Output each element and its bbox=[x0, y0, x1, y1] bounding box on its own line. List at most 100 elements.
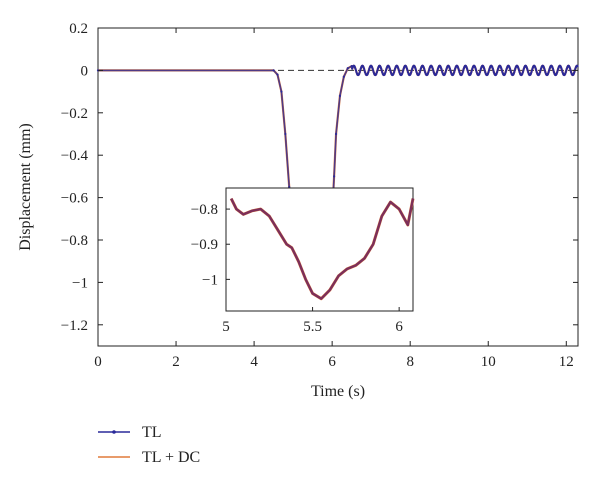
series-point-tl bbox=[530, 69, 534, 72]
series-point-tl bbox=[478, 71, 481, 74]
series-point-tl bbox=[500, 69, 503, 72]
series-point-tl bbox=[354, 67, 357, 70]
series-point-tl bbox=[367, 71, 370, 74]
series-point-tl bbox=[427, 71, 430, 74]
x-tick-label: 0 bbox=[94, 354, 102, 370]
series-point-tl bbox=[517, 67, 520, 70]
series-point-tl bbox=[284, 132, 287, 136]
y-tick-label: −0.6 bbox=[61, 191, 89, 207]
inset-x-tick-label: 6 bbox=[395, 319, 403, 335]
series-point-tl bbox=[371, 67, 374, 70]
y-tick-label: −0.2 bbox=[61, 106, 88, 122]
series-point-tl bbox=[564, 71, 567, 74]
series-point-tl bbox=[465, 67, 469, 70]
series-point-tl bbox=[444, 71, 447, 74]
x-axis-title: Time (s) bbox=[311, 383, 365, 400]
series-point-tl bbox=[440, 67, 443, 70]
series-point-tl bbox=[539, 69, 542, 72]
series-point-tl bbox=[474, 67, 477, 70]
series-point-tl bbox=[492, 69, 495, 72]
series-point-tl bbox=[423, 69, 426, 72]
series-point-tl bbox=[346, 67, 349, 70]
series-point-tl bbox=[436, 69, 439, 72]
inset-plot: 5 5.5 6 −0.8−0.9−1 bbox=[191, 187, 415, 335]
inset-series-group bbox=[229, 197, 415, 301]
series-point-tl bbox=[538, 71, 542, 74]
series-point-tl bbox=[505, 69, 508, 72]
inset-y-tick-label: −1 bbox=[202, 272, 218, 288]
series-point-tl bbox=[526, 69, 529, 72]
y-tick-label: −0.8 bbox=[61, 233, 88, 249]
series-point-tl bbox=[376, 69, 379, 72]
inset-y-tick-label: −0.9 bbox=[191, 237, 218, 253]
series-point-tl bbox=[573, 71, 576, 74]
x-tick-label: 12 bbox=[559, 354, 574, 370]
series-point-tl bbox=[479, 69, 482, 72]
legend-entry-tl: TL bbox=[98, 424, 162, 441]
series-point-tl bbox=[496, 69, 499, 72]
series-point-tl bbox=[338, 94, 342, 97]
series-point-tl bbox=[487, 71, 490, 74]
series-point-tl bbox=[569, 69, 572, 72]
series-point-tl bbox=[560, 69, 564, 72]
series-point-tl bbox=[483, 69, 486, 72]
series-point-tl bbox=[354, 69, 358, 72]
series-point-tl bbox=[380, 67, 383, 70]
series-point-tl bbox=[393, 69, 396, 72]
series-point-tl bbox=[392, 71, 396, 74]
series-point-tl bbox=[461, 71, 464, 74]
series-point-tl bbox=[388, 67, 391, 70]
series-point-tl bbox=[543, 67, 546, 70]
legend-marker-tl bbox=[112, 430, 116, 434]
legend-label-tl: TL bbox=[142, 424, 162, 441]
inset-y-axis: −0.8 −0.9 −1 bbox=[191, 202, 230, 288]
series-point-tl bbox=[556, 71, 559, 74]
series-point-tl bbox=[513, 69, 516, 72]
series-point-tl bbox=[551, 67, 554, 70]
series-point-tl bbox=[453, 69, 456, 72]
series-point-tl bbox=[521, 71, 524, 74]
series-point-tl bbox=[466, 69, 469, 72]
x-tick-label: 4 bbox=[250, 354, 258, 370]
series-point-tl bbox=[470, 71, 473, 74]
series-point-tl bbox=[414, 69, 418, 72]
x-tick-label: 10 bbox=[481, 354, 496, 370]
series-point-tl bbox=[576, 64, 579, 68]
series-point-tl bbox=[543, 69, 546, 72]
x-tick-label: 6 bbox=[328, 354, 336, 370]
series-point-tl bbox=[535, 69, 538, 72]
y-tick-label: −1 bbox=[72, 275, 88, 291]
series-point-tl bbox=[513, 71, 516, 74]
series-point-tl bbox=[406, 69, 409, 72]
series-point-tl bbox=[342, 75, 345, 78]
series-point-tl bbox=[427, 69, 431, 72]
legend-label-tl-dc: TL + DC bbox=[142, 449, 200, 466]
series-point-tl bbox=[556, 69, 559, 72]
y-tick-label: −0.4 bbox=[61, 148, 89, 164]
x-tick-label: 2 bbox=[172, 354, 180, 370]
series-point-tl bbox=[435, 71, 439, 74]
series-point-tl bbox=[449, 69, 452, 72]
series-point-tl bbox=[334, 132, 338, 136]
series-point-tl bbox=[405, 67, 409, 70]
series-point-tl bbox=[431, 67, 434, 70]
series-point-tl bbox=[500, 67, 503, 70]
series-point-tl bbox=[448, 67, 451, 70]
series-point-tl bbox=[363, 69, 366, 72]
series-point-tl bbox=[457, 69, 461, 72]
series-point-tl bbox=[530, 71, 533, 74]
series-point-tl bbox=[397, 67, 400, 70]
series-point-tl bbox=[410, 71, 413, 74]
series-point-tl bbox=[276, 73, 279, 76]
series-point-tl bbox=[401, 71, 404, 74]
main-series-group bbox=[96, 64, 579, 296]
series-point-tl bbox=[495, 71, 499, 74]
series-point-tl bbox=[445, 69, 448, 72]
series-point-tl bbox=[504, 71, 507, 74]
y-tick-label: −1.2 bbox=[61, 318, 88, 334]
series-point-tl bbox=[508, 67, 512, 70]
series-point-tl bbox=[487, 69, 491, 72]
series-point-tl bbox=[380, 69, 383, 72]
series-point-tl bbox=[517, 69, 521, 72]
x-tick-label: 8 bbox=[406, 354, 414, 370]
